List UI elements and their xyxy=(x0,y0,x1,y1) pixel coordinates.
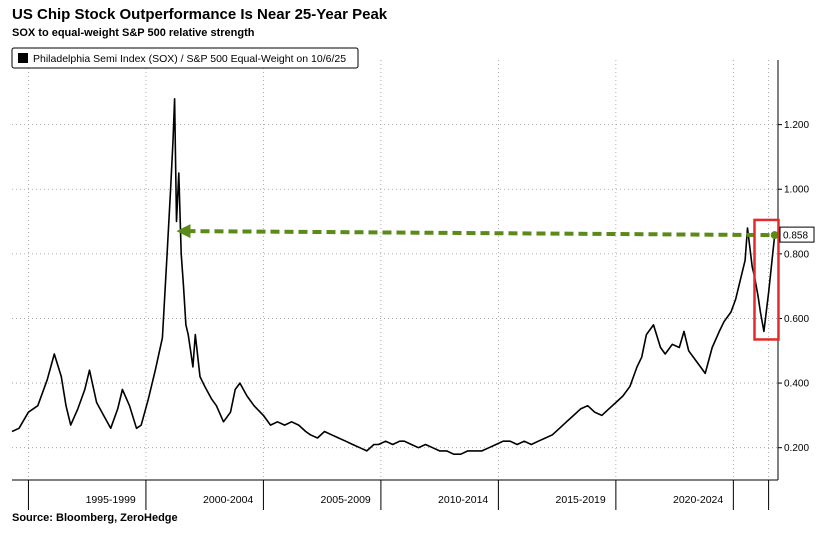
y-tick-label: 0.800 xyxy=(784,249,809,260)
y-tick-label: 1.200 xyxy=(784,120,809,131)
comparison-arrow-line xyxy=(186,229,775,238)
x-group-label: 2010-2014 xyxy=(438,494,488,506)
y-axis-ticks: 0.200 0.400 0.600 0.800 1.000 1.200 xyxy=(778,120,809,454)
gridlines xyxy=(12,60,778,480)
recent-highlight-box xyxy=(753,218,780,341)
last-value-label: 0.858 xyxy=(783,231,808,242)
y-tick-label: 1.000 xyxy=(784,185,809,196)
y-tick-label: 0.200 xyxy=(784,443,809,454)
legend-box xyxy=(11,47,359,69)
x-axis-groups: 1995-1999 2000-2004 2005-2009 2010-2014 2015… xyxy=(27,480,770,510)
source-note: Source: Bloomberg, ZeroHedge xyxy=(12,512,178,524)
legend-label: Philadelphia Semi Index (SOX) / S&P 500 … xyxy=(33,53,346,65)
chart-title: US Chip Stock Outperformance Is Near 25-… xyxy=(12,6,388,23)
x-group-label: 2020-2024 xyxy=(673,494,723,506)
comparison-arrow-head xyxy=(176,224,191,239)
x-group-label: 2015-2019 xyxy=(556,494,606,506)
chart-subtitle: SOX to equal-weight S&P 500 relative str… xyxy=(12,27,255,39)
x-group-label: 1995-1999 xyxy=(86,494,136,506)
x-group-label: 2000-2004 xyxy=(203,494,253,506)
y-tick-label: 0.400 xyxy=(784,379,809,390)
legend-swatch xyxy=(18,53,28,63)
y-tick-label: 0.600 xyxy=(784,314,809,325)
comparison-arrow-end-dot xyxy=(770,231,779,240)
last-value-box xyxy=(779,226,815,243)
series-line xyxy=(11,98,776,455)
x-group-label: 2005-2009 xyxy=(321,494,371,506)
